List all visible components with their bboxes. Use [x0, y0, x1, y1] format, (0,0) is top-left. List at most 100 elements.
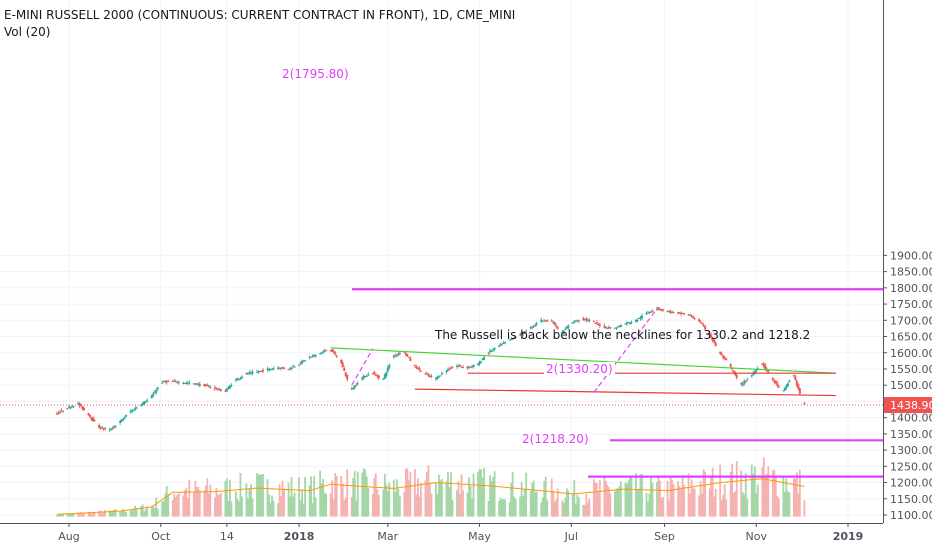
- candle-body: [767, 369, 770, 373]
- volume-bar: [735, 461, 738, 517]
- candle-body: [230, 385, 233, 387]
- candle-body: [740, 383, 743, 385]
- candle-body: [268, 368, 271, 371]
- candle-body: [659, 309, 662, 311]
- dashed-projection-line: [351, 348, 374, 386]
- volume-bar: [341, 483, 344, 517]
- volume-bar: [302, 503, 305, 517]
- candle-body: [598, 324, 601, 326]
- volume-bar: [206, 478, 209, 517]
- volume-bar: [289, 496, 291, 517]
- candle-body: [490, 350, 493, 352]
- volume-bar: [281, 480, 284, 517]
- candle-body: [329, 349, 332, 351]
- volume-bar: [541, 497, 544, 517]
- level-label-1330[interactable]: 2(1330.20): [544, 362, 615, 376]
- annotation-text[interactable]: The Russell is back below the necklines …: [435, 328, 811, 342]
- candle-body: [776, 382, 779, 386]
- candle-body: [582, 317, 585, 320]
- candle-body: [798, 388, 801, 394]
- last-price-tag: [884, 397, 932, 414]
- candle-body: [101, 427, 104, 429]
- volume-bar: [371, 494, 374, 517]
- volume-bar: [165, 486, 168, 517]
- volume-bar: [278, 484, 281, 517]
- volume-bar: [287, 482, 290, 517]
- candle-body: [534, 324, 537, 326]
- candle-body: [135, 407, 138, 409]
- volume-bar: [308, 485, 311, 517]
- candle-body: [68, 406, 70, 408]
- volume-bar: [487, 500, 490, 517]
- volume-bar: [162, 500, 165, 517]
- volume-bar: [544, 476, 547, 517]
- candle-body: [683, 312, 686, 315]
- candle-body: [239, 377, 242, 379]
- candle-body: [249, 372, 252, 374]
- volume-bar: [99, 510, 102, 517]
- volume-bar: [101, 513, 103, 517]
- x-tick-label: 14: [220, 530, 234, 543]
- candle-body: [689, 314, 692, 316]
- candle-body: [607, 326, 610, 328]
- volume-indicator-label[interactable]: Vol (20): [4, 25, 51, 39]
- volume-bar: [750, 464, 753, 517]
- volume-bar: [571, 493, 574, 517]
- volume-bar: [595, 483, 598, 517]
- candle-body: [385, 372, 388, 376]
- candle-body: [481, 359, 484, 361]
- candle-body: [504, 341, 507, 343]
- candle-body: [777, 386, 780, 388]
- volume-bar: [194, 480, 197, 517]
- volume-bar: [350, 497, 353, 517]
- volume-bar: [119, 511, 122, 517]
- candle-body: [174, 380, 177, 382]
- candle-body: [146, 399, 149, 401]
- volume-bar: [424, 480, 427, 517]
- volume-bar: [774, 475, 777, 517]
- candle-body: [325, 350, 328, 352]
- candle-body: [761, 363, 764, 365]
- volume-bar: [329, 493, 332, 517]
- candle-body: [192, 383, 195, 385]
- candle-body: [451, 367, 454, 369]
- volume-bar: [426, 472, 428, 517]
- candle-body: [204, 384, 207, 386]
- volume-bar: [250, 484, 252, 517]
- volume-bar: [671, 479, 673, 517]
- volume-bar: [247, 498, 249, 517]
- candle-body: [472, 365, 475, 367]
- candle-body: [466, 366, 469, 368]
- volume-bar: [471, 498, 473, 517]
- candle-body: [783, 387, 786, 391]
- candle-body: [90, 417, 93, 420]
- candle-body: [173, 380, 176, 382]
- volume-bar: [92, 511, 94, 517]
- candle-body: [245, 373, 248, 375]
- volume-bar: [343, 500, 346, 517]
- candle-body: [92, 417, 95, 422]
- candle-body: [164, 381, 167, 383]
- level-label-1795[interactable]: 2(1795.80): [280, 67, 351, 81]
- level-label-1218[interactable]: 2(1218.20): [520, 432, 591, 446]
- volume-bar: [376, 489, 379, 517]
- candle-body: [440, 373, 443, 375]
- y-tick-label: 1300.00: [890, 444, 932, 457]
- volume-bar: [720, 500, 723, 517]
- volume-bar: [290, 476, 293, 517]
- x-tick-label: Mar: [377, 530, 398, 543]
- volume-bar: [207, 493, 210, 517]
- candle-body: [531, 327, 534, 329]
- y-tick-label: 1150.00: [890, 493, 932, 506]
- candle-body: [269, 368, 272, 370]
- candle-body: [523, 332, 526, 334]
- volume-bar: [319, 470, 322, 517]
- volume-bar: [108, 510, 111, 517]
- candle-body: [646, 312, 649, 314]
- candle-body: [332, 351, 335, 353]
- volume-bar: [215, 487, 218, 517]
- candle-body: [176, 382, 179, 384]
- candle-body: [83, 408, 86, 411]
- candle-body: [104, 427, 107, 429]
